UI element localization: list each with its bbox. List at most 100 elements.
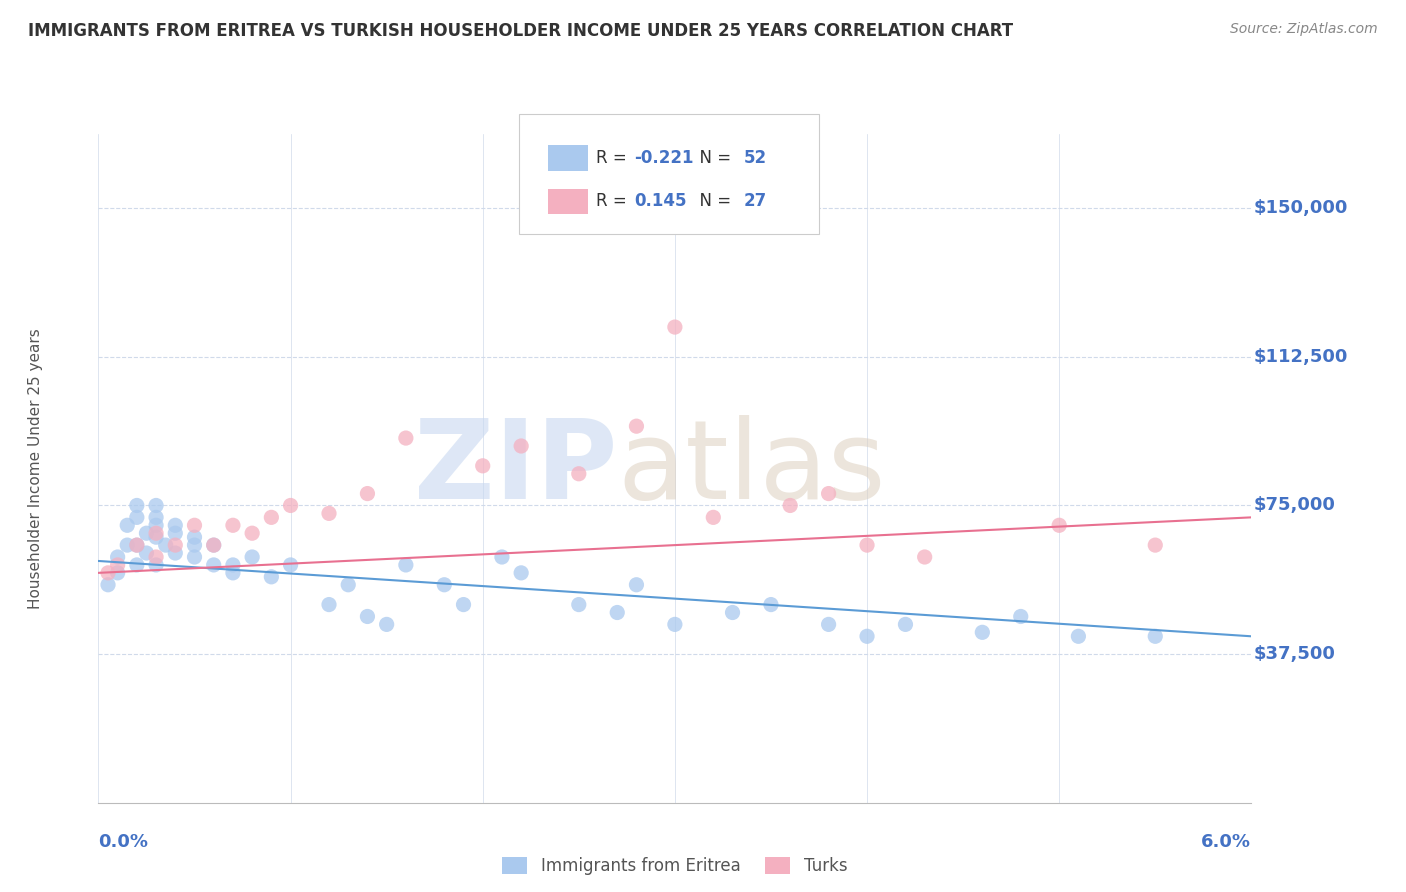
Point <box>165 518 187 533</box>
Text: 0.0%: 0.0% <box>98 833 149 851</box>
Point <box>202 538 225 552</box>
Point <box>202 558 225 572</box>
Legend: Immigrants from Eritrea, Turks: Immigrants from Eritrea, Turks <box>496 850 853 881</box>
Point <box>183 530 205 544</box>
Point <box>664 617 686 632</box>
Point <box>1144 629 1167 643</box>
Point <box>894 617 917 632</box>
Point <box>453 598 475 612</box>
Point <box>165 526 187 541</box>
Point <box>125 538 148 552</box>
Point <box>1010 609 1032 624</box>
Text: 0.145: 0.145 <box>634 193 688 211</box>
Text: Householder Income Under 25 years: Householder Income Under 25 years <box>28 328 42 608</box>
Point <box>626 419 648 434</box>
Text: 27: 27 <box>744 193 768 211</box>
FancyBboxPatch shape <box>548 189 589 214</box>
Point <box>1047 518 1070 533</box>
Text: $150,000: $150,000 <box>1254 199 1348 217</box>
Point <box>260 510 283 524</box>
Point <box>107 558 129 572</box>
Point <box>183 538 205 552</box>
Point <box>145 510 167 524</box>
Point <box>779 499 801 513</box>
Point <box>155 538 177 552</box>
Point <box>107 566 129 580</box>
Point <box>125 538 148 552</box>
Text: 6.0%: 6.0% <box>1201 833 1251 851</box>
Point <box>375 617 398 632</box>
Text: N =: N = <box>689 193 737 211</box>
Point <box>433 578 456 592</box>
Point <box>395 558 418 572</box>
Text: ZIP: ZIP <box>413 415 617 522</box>
Point <box>856 538 879 552</box>
Point <box>222 518 245 533</box>
Point <box>222 566 245 580</box>
Point <box>280 558 302 572</box>
Point <box>702 510 724 524</box>
Point <box>117 518 139 533</box>
Point <box>165 546 187 560</box>
Point <box>721 606 744 620</box>
Point <box>356 486 378 500</box>
Point <box>491 549 513 564</box>
Point <box>183 518 205 533</box>
Point <box>914 549 936 564</box>
Point <box>817 486 839 500</box>
Point <box>125 558 148 572</box>
Point <box>759 598 782 612</box>
FancyBboxPatch shape <box>548 145 589 170</box>
Text: R =: R = <box>596 149 633 167</box>
Point <box>145 549 167 564</box>
Point <box>107 549 129 564</box>
Text: $37,500: $37,500 <box>1254 645 1336 663</box>
Point <box>626 578 648 592</box>
Text: Source: ZipAtlas.com: Source: ZipAtlas.com <box>1230 22 1378 37</box>
Text: atlas: atlas <box>617 415 886 522</box>
Point <box>972 625 994 640</box>
Text: R =: R = <box>596 193 638 211</box>
Point <box>222 558 245 572</box>
Point <box>125 499 148 513</box>
Point <box>240 549 263 564</box>
Point <box>568 598 591 612</box>
Point <box>356 609 378 624</box>
Point <box>145 526 167 541</box>
Point <box>664 320 686 334</box>
Point <box>606 606 628 620</box>
Point <box>97 566 120 580</box>
Point <box>318 598 340 612</box>
Point <box>135 546 157 560</box>
FancyBboxPatch shape <box>519 114 818 235</box>
Point <box>280 499 302 513</box>
Point <box>145 499 167 513</box>
Point <box>183 549 205 564</box>
Point <box>202 538 225 552</box>
Point <box>817 617 839 632</box>
Point <box>568 467 591 481</box>
Point <box>1144 538 1167 552</box>
Point <box>510 439 533 453</box>
Point <box>97 578 120 592</box>
Point <box>135 526 157 541</box>
Point <box>318 507 340 521</box>
Point <box>856 629 879 643</box>
Text: 52: 52 <box>744 149 768 167</box>
Point <box>1067 629 1090 643</box>
Point <box>260 570 283 584</box>
Point <box>240 526 263 541</box>
Text: $75,000: $75,000 <box>1254 497 1336 515</box>
Point <box>145 530 167 544</box>
Point <box>165 538 187 552</box>
Text: IMMIGRANTS FROM ERITREA VS TURKISH HOUSEHOLDER INCOME UNDER 25 YEARS CORRELATION: IMMIGRANTS FROM ERITREA VS TURKISH HOUSE… <box>28 22 1014 40</box>
Text: -0.221: -0.221 <box>634 149 695 167</box>
Text: $112,500: $112,500 <box>1254 348 1348 366</box>
Point <box>471 458 494 473</box>
Point <box>510 566 533 580</box>
Text: N =: N = <box>689 149 737 167</box>
Point <box>117 538 139 552</box>
Point <box>337 578 360 592</box>
Point <box>395 431 418 445</box>
Point <box>145 558 167 572</box>
